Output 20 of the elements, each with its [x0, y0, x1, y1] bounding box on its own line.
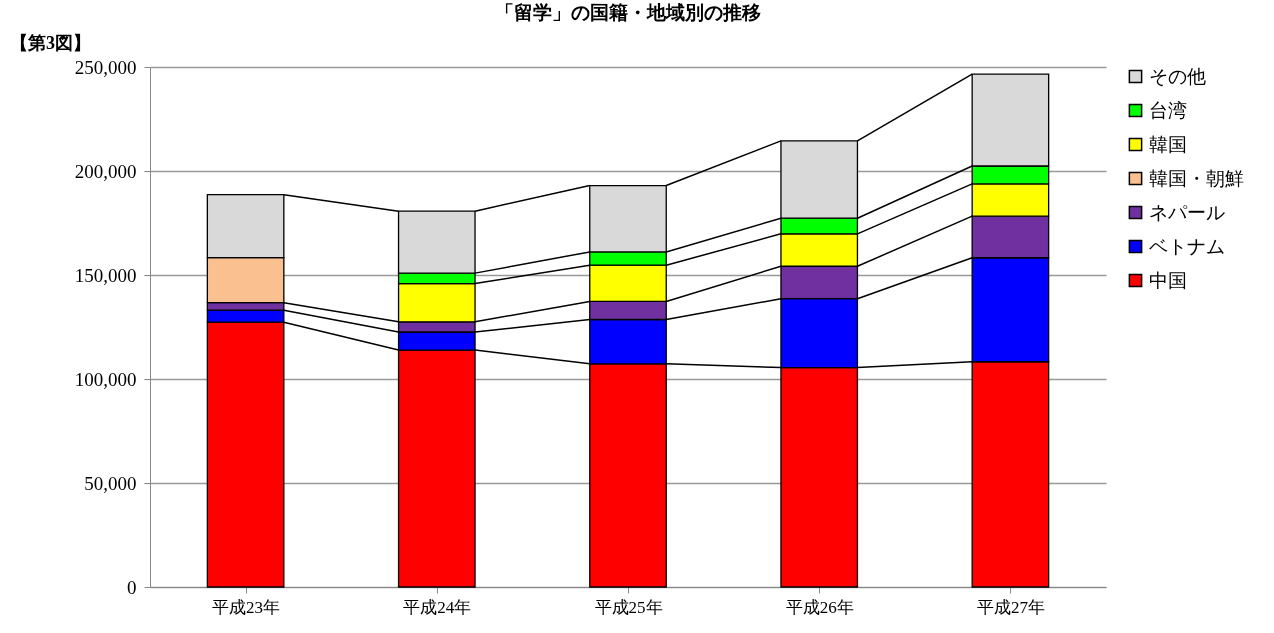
legend-label: 韓国	[1149, 133, 1187, 155]
legend-label: ネパール	[1149, 201, 1225, 223]
y-tick-label: 250,000	[74, 56, 137, 78]
y-tick-label: 150,000	[74, 264, 137, 286]
x-tick-label: 平成24年	[403, 597, 472, 617]
y-tick-label: 100,000	[74, 368, 137, 390]
y-tick-label: 0	[127, 576, 137, 598]
x-tick-label: 平成23年	[212, 597, 281, 617]
x-tick-label: 平成27年	[976, 597, 1045, 617]
legend-label: その他	[1149, 65, 1206, 87]
y-tick-label: 50,000	[84, 472, 137, 494]
legend-label: 韓国・朝鮮	[1149, 167, 1244, 189]
chart-title: 「留学」の国籍・地域別の推移	[495, 2, 761, 23]
legend-label: ベトナム	[1149, 235, 1225, 257]
text: 【第3図】	[10, 33, 91, 53]
y-tick-label: 200,000	[74, 160, 137, 182]
x-tick-label: 平成26年	[785, 597, 854, 617]
legend-label: 中国	[1149, 269, 1187, 291]
legend-label: 台湾	[1149, 99, 1187, 121]
x-tick-label: 平成25年	[594, 597, 663, 617]
